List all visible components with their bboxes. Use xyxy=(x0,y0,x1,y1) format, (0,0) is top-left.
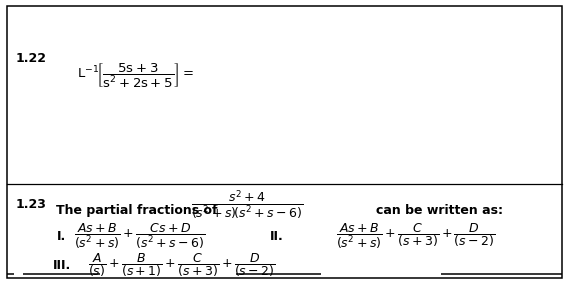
Text: $\dfrac{As+B}{\left(s^{2}+s\right)}+\dfrac{Cs+D}{\left(s^{2}+s-6\right)}$: $\dfrac{As+B}{\left(s^{2}+s\right)}+\dfr… xyxy=(74,222,205,251)
Text: 1.23: 1.23 xyxy=(16,198,47,211)
Text: $\dfrac{A}{\left(s\right)}+\dfrac{B}{\left(s+1\right)}+\dfrac{C}{\left(s+3\right: $\dfrac{A}{\left(s\right)}+\dfrac{B}{\le… xyxy=(88,251,276,279)
Text: 1.22: 1.22 xyxy=(16,52,47,64)
Text: $\dfrac{s^{2}+4}{\left(s^{2}+s\right)\!\left(s^{2}+s-6\right)}$: $\dfrac{s^{2}+4}{\left(s^{2}+s\right)\!\… xyxy=(191,188,304,221)
Text: I.: I. xyxy=(57,230,66,243)
Text: The partial fractions of: The partial fractions of xyxy=(56,204,217,217)
Text: $\dfrac{As+B}{\left(s^{2}+s\right)}+\dfrac{C}{\left(s+3\right)}+\dfrac{D}{\left(: $\dfrac{As+B}{\left(s^{2}+s\right)}+\dfr… xyxy=(336,222,495,251)
Text: can be written as:: can be written as: xyxy=(376,204,502,217)
Text: III.: III. xyxy=(53,259,71,272)
Text: II.: II. xyxy=(270,230,284,243)
Text: $\rm L^{-1}\!\left[\dfrac{5s+3}{s^{2}+2s+5}\right] =$: $\rm L^{-1}\!\left[\dfrac{5s+3}{s^{2}+2s… xyxy=(77,61,194,90)
